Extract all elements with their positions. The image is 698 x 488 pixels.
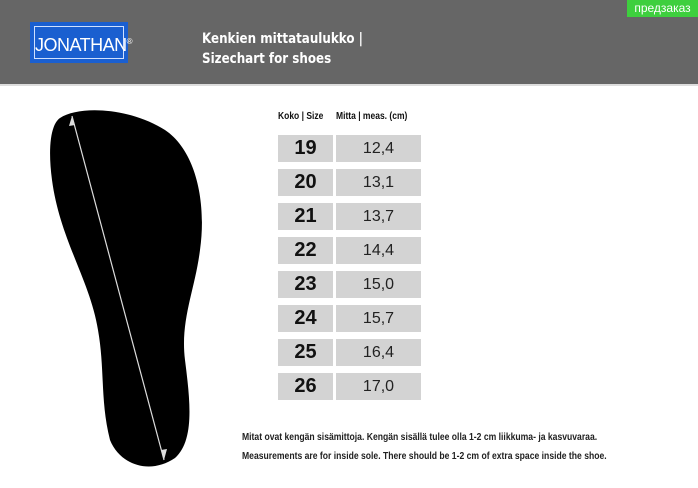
size-cell: 25	[278, 339, 333, 366]
jonathan-logo: JONATHAN®	[30, 22, 133, 63]
measure-cell: 17,0	[336, 373, 421, 400]
title-line-1: Kenkien mittataulukko |	[202, 31, 364, 47]
size-header: Koko | Size	[278, 111, 324, 122]
header: JONATHAN® Kenkien mittataulukko | Sizech…	[0, 0, 698, 86]
note-fi: Mitat ovat kengän sisämittoja. Kengän si…	[242, 432, 598, 443]
size-cell: 19	[278, 135, 333, 162]
size-cell: 20	[278, 169, 333, 196]
measure-cell: 13,1	[336, 169, 421, 196]
preorder-badge[interactable]: предзаказ	[627, 0, 698, 17]
note-en: Measurements are for inside sole. There …	[242, 451, 607, 462]
size-cell: 23	[278, 271, 333, 298]
measure-cell: 15,7	[336, 305, 421, 332]
measure-cell: 15,0	[336, 271, 421, 298]
size-cell: 21	[278, 203, 333, 230]
page-title: Kenkien mittataulukko | Sizechart for sh…	[202, 29, 363, 69]
logo-mark: ®	[126, 37, 133, 46]
size-cell: 22	[278, 237, 333, 264]
measure-cell: 14,4	[336, 237, 421, 264]
size-cell: 26	[278, 373, 333, 400]
logo-text: JONATHAN	[35, 35, 127, 55]
measure-cell: 16,4	[336, 339, 421, 366]
measure-cell: 13,7	[336, 203, 421, 230]
measure-header: Mitta | meas. (cm)	[336, 111, 408, 122]
size-cell: 24	[278, 305, 333, 332]
title-line-2: Sizechart for shoes	[202, 51, 332, 67]
measure-cell: 12,4	[336, 135, 421, 162]
shoe-sole-image	[50, 110, 202, 467]
